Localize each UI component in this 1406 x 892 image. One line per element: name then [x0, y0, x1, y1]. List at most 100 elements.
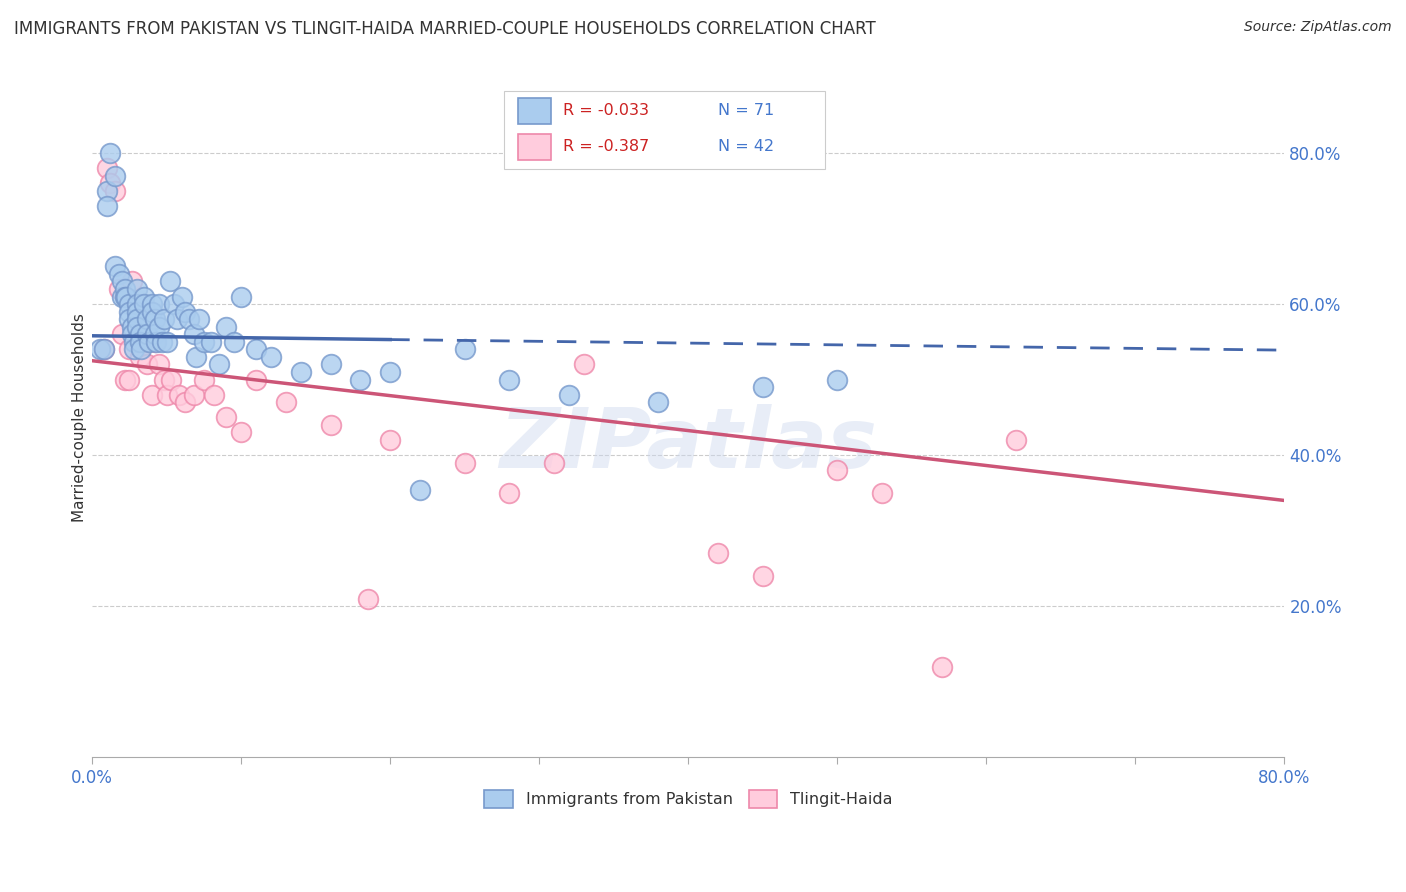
Point: [245, 343, 267, 357]
Point: [156, 334, 179, 349]
Point: [111, 274, 134, 288]
Text: R = -0.387: R = -0.387: [564, 139, 650, 154]
Point: [319, 417, 342, 432]
Point: [215, 319, 238, 334]
Text: Source: ZipAtlas.com: Source: ZipAtlas.com: [1244, 20, 1392, 34]
Point: [145, 334, 167, 349]
Point: [231, 289, 253, 303]
Point: [125, 312, 148, 326]
Point: [152, 373, 174, 387]
Point: [121, 274, 143, 288]
Point: [141, 387, 163, 401]
Point: [931, 659, 953, 673]
Point: [215, 410, 238, 425]
Point: [647, 395, 669, 409]
Point: [134, 289, 156, 303]
Point: [122, 334, 145, 349]
Point: [118, 373, 141, 387]
Point: [108, 282, 131, 296]
FancyBboxPatch shape: [517, 134, 551, 160]
Point: [111, 289, 134, 303]
Point: [136, 358, 159, 372]
Point: [166, 312, 188, 326]
Point: [752, 569, 775, 583]
Point: [193, 373, 215, 387]
Point: [159, 274, 181, 288]
Point: [114, 373, 136, 387]
Point: [89, 343, 111, 357]
Y-axis label: Married-couple Households: Married-couple Households: [72, 313, 87, 522]
Point: [173, 304, 195, 318]
Point: [752, 380, 775, 394]
Point: [122, 343, 145, 357]
Text: ZIPatlas: ZIPatlas: [499, 404, 877, 485]
Legend: Immigrants from Pakistan, Tlingit-Haida: Immigrants from Pakistan, Tlingit-Haida: [478, 784, 898, 814]
Point: [115, 289, 138, 303]
Point: [200, 334, 222, 349]
Point: [148, 297, 170, 311]
Point: [148, 319, 170, 334]
Point: [125, 319, 148, 334]
Point: [103, 169, 125, 183]
Point: [98, 146, 121, 161]
Point: [118, 312, 141, 326]
Point: [170, 289, 193, 303]
Point: [498, 486, 520, 500]
Point: [274, 395, 297, 409]
Point: [143, 327, 166, 342]
Point: [93, 343, 115, 357]
Point: [143, 312, 166, 326]
Point: [93, 343, 115, 357]
Point: [96, 161, 118, 175]
Point: [498, 373, 520, 387]
Point: [103, 184, 125, 198]
Point: [143, 334, 166, 349]
Point: [150, 334, 173, 349]
Text: N = 42: N = 42: [718, 139, 775, 154]
Point: [558, 387, 581, 401]
Point: [152, 312, 174, 326]
Point: [177, 312, 200, 326]
Point: [128, 334, 150, 349]
Point: [231, 425, 253, 440]
Point: [108, 267, 131, 281]
Point: [125, 304, 148, 318]
Point: [183, 327, 205, 342]
Point: [193, 334, 215, 349]
Point: [98, 176, 121, 190]
Point: [409, 483, 432, 497]
Point: [380, 365, 402, 379]
Point: [121, 319, 143, 334]
Point: [245, 373, 267, 387]
Point: [290, 365, 312, 379]
Point: [114, 289, 136, 303]
Point: [188, 312, 211, 326]
Point: [380, 433, 402, 447]
Point: [148, 358, 170, 372]
Point: [136, 327, 159, 342]
Point: [160, 373, 183, 387]
Point: [183, 387, 205, 401]
Point: [173, 395, 195, 409]
Point: [131, 343, 153, 357]
Point: [454, 456, 477, 470]
Point: [357, 591, 380, 606]
Point: [163, 297, 186, 311]
Point: [870, 486, 893, 500]
Point: [114, 282, 136, 296]
FancyBboxPatch shape: [503, 91, 825, 169]
Point: [208, 358, 231, 372]
Point: [96, 199, 118, 213]
Point: [349, 373, 371, 387]
Point: [118, 297, 141, 311]
Point: [134, 297, 156, 311]
Point: [134, 334, 156, 349]
Point: [125, 297, 148, 311]
Text: IMMIGRANTS FROM PAKISTAN VS TLINGIT-HAIDA MARRIED-COUPLE HOUSEHOLDS CORRELATION : IMMIGRANTS FROM PAKISTAN VS TLINGIT-HAID…: [14, 20, 876, 37]
Point: [167, 387, 190, 401]
Point: [156, 387, 179, 401]
Point: [118, 343, 141, 357]
Point: [141, 304, 163, 318]
Point: [319, 358, 342, 372]
Point: [1005, 433, 1028, 447]
